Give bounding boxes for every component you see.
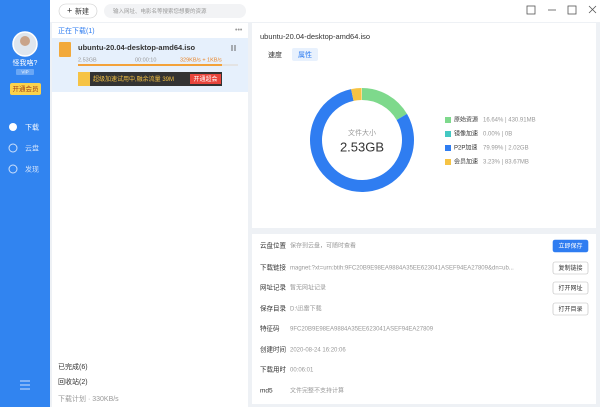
legend-name: 镜像加速 [454, 130, 478, 138]
property-label: 网址记录 [260, 283, 287, 292]
property-button-label: 打开网址 [558, 284, 582, 292]
property-value: 保存到云盘，可随时查看 [290, 242, 356, 250]
username: 怪我咯? [13, 58, 38, 67]
nav-icon [8, 143, 18, 153]
property-value: 2020-08-24 16:20:06 [290, 348, 346, 354]
nav-download[interactable]: 下载 [25, 122, 39, 131]
tab-speed[interactable]: 速度 [268, 50, 282, 59]
nav-cloud[interactable]: 云盘 [25, 143, 39, 152]
plus-icon: + [67, 5, 72, 15]
property-button[interactable] [552, 281, 589, 295]
properties-panel [252, 234, 596, 404]
legend: 原始资源 16.64% | 430.91MB 镜像加速 0.00% | 0B P2P加速… [445, 116, 536, 166]
legend-name: 原始资源 [454, 116, 478, 124]
donut-chart [310, 88, 414, 192]
menu-icon[interactable] [20, 380, 30, 390]
donut-segment [351, 88, 362, 101]
vip-badge: VIP [21, 70, 28, 75]
progress-fill [78, 64, 222, 66]
more-button[interactable]: ••• [235, 27, 243, 34]
property-value: 9FC20B9E98EA9884A35EE623041ASEF94EA27809 [290, 327, 434, 333]
ad-button[interactable] [190, 74, 221, 84]
property-label: 下载链接 [260, 263, 287, 272]
legend-swatch [445, 131, 451, 137]
nav-icon [8, 164, 18, 174]
download-plan[interactable]: 下载计划 · 330KB/s [58, 394, 119, 403]
property-label: 特征码 [260, 324, 280, 333]
completed-link[interactable]: 已完成(6) [58, 362, 88, 371]
ad-text: 超级加速试用中,融余流量 39M [93, 75, 174, 83]
detail-title: ubuntu-20.04-desktop-amd64.iso [260, 32, 370, 41]
property-button-label: 立即保存 [558, 242, 582, 250]
legend-name: P2P加速 [454, 144, 477, 152]
property-label: 保存目录 [260, 304, 287, 313]
property-label: 下载用时 [260, 365, 287, 374]
legend-swatch [445, 159, 451, 165]
sidebar [0, 0, 50, 407]
property-button-label: 复制链接 [558, 264, 582, 272]
donut-segment [310, 89, 414, 192]
open-vip-button[interactable] [10, 83, 41, 95]
legend-value: 3.23% | 83.67MB [483, 160, 529, 166]
ad-icon [78, 72, 90, 86]
donut-segment [361, 88, 407, 121]
property-button[interactable] [552, 302, 589, 316]
property-button-label: 打开目录 [558, 305, 582, 313]
property-label: md5 [260, 388, 273, 395]
property-label: 云盘位置 [260, 241, 287, 250]
avatar-face [20, 36, 30, 46]
elapsed: 00:00:10 [135, 57, 156, 63]
search-box[interactable] [104, 4, 246, 18]
property-value: D:\迅雷下载 [290, 305, 322, 313]
file-icon [59, 42, 71, 57]
nav-discover[interactable]: 发现 [25, 164, 39, 173]
legend-swatch [445, 145, 451, 151]
speed: 329KB/s + 1KB/s [180, 57, 222, 63]
vip-badge-bg [16, 69, 34, 75]
ad-bar[interactable] [78, 72, 222, 86]
legend-value: 16.64% | 430.91MB [483, 118, 536, 124]
ad-button-label: 开通超会 [193, 75, 217, 83]
tab-active-bg [292, 48, 318, 61]
search-placeholder: 输入网址、电影名等搜索您想要的资源 [113, 7, 207, 15]
legend-value: 79.99% | 2.02GB [483, 146, 529, 152]
property-value: 暂无网址记录 [290, 284, 326, 292]
tab-props[interactable]: 属性 [298, 50, 312, 59]
legend-name: 会员加速 [454, 158, 478, 166]
donut-center-value: 2.53GB [340, 139, 384, 154]
legend-value: 0.00% | 0B [483, 132, 512, 138]
section-title: 正在下载(1) [58, 26, 95, 35]
new-button[interactable] [58, 3, 98, 19]
property-button[interactable] [552, 239, 589, 253]
property-value: 00:06:01 [290, 368, 314, 374]
new-label: 新建 [75, 6, 89, 15]
legend-swatch [445, 117, 451, 123]
window-controls[interactable] [526, 5, 597, 15]
file-size: 2.53GB [78, 57, 97, 63]
pause-button[interactable] [231, 45, 236, 51]
property-value: 文件完整不支持计算 [290, 387, 344, 395]
property-value: magnet:?xt=urn:btih:9FC20B9E98EA9884A35E… [290, 266, 514, 272]
nav-icon [9, 123, 17, 131]
open-vip-label: 开通会员 [13, 84, 40, 93]
recycle-link[interactable]: 回收站(2) [58, 377, 88, 386]
donut-center-label: 文件大小 [348, 128, 376, 137]
property-label: 创建时间 [260, 345, 286, 354]
file-name: ubuntu-20.04-desktop-amd64.iso [78, 43, 196, 52]
property-button[interactable] [552, 261, 589, 275]
